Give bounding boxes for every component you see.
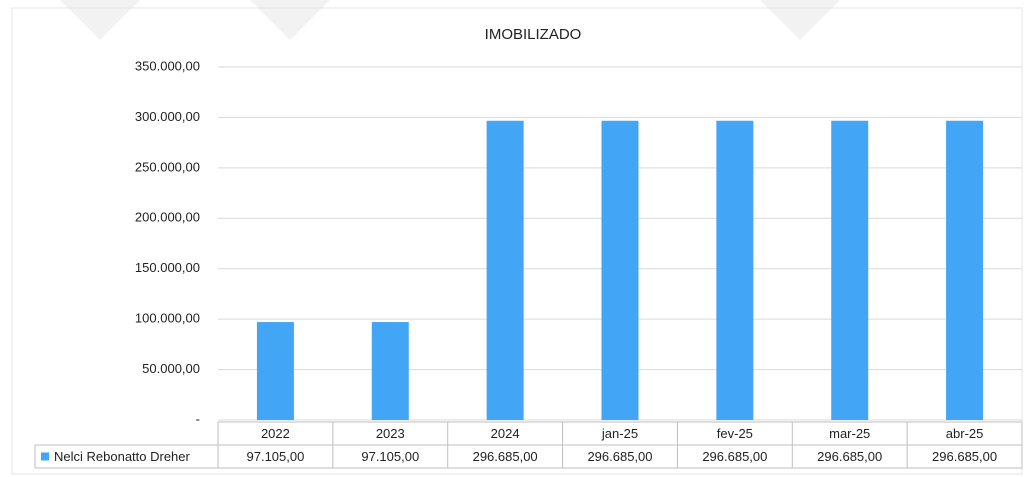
y-tick-label: 100.000,00 xyxy=(135,311,200,326)
y-tick-label: 200.000,00 xyxy=(135,210,200,225)
bar xyxy=(946,120,984,421)
bar xyxy=(831,120,869,421)
x-tick-label: jan-25 xyxy=(601,426,638,441)
y-tick-label: - xyxy=(196,411,200,426)
x-tick-label: 2022 xyxy=(261,426,290,441)
y-tick-label: 300.000,00 xyxy=(135,109,200,124)
x-tick-label: 2024 xyxy=(491,426,520,441)
data-table-value: 97.105,00 xyxy=(361,449,419,464)
data-table-value: 296.685,00 xyxy=(932,449,997,464)
bar xyxy=(601,120,639,421)
bar xyxy=(716,120,754,421)
bar xyxy=(256,322,294,420)
bar xyxy=(486,120,524,421)
decor xyxy=(760,0,840,40)
y-tick-label: 50.000,00 xyxy=(142,361,200,376)
data-table-value: 296.685,00 xyxy=(587,449,652,464)
data-table-value: 296.685,00 xyxy=(702,449,767,464)
data-table-value: 296.685,00 xyxy=(817,449,882,464)
decor xyxy=(250,0,330,40)
chart-frame xyxy=(11,7,1023,475)
y-tick-label: 350.000,00 xyxy=(135,58,200,73)
legend-marker xyxy=(41,452,49,461)
chart-title: IMOBILIZADO xyxy=(485,26,582,43)
data-table-value: 97.105,00 xyxy=(247,449,305,464)
x-tick-label: abr-25 xyxy=(946,426,984,441)
y-tick-label: 250.000,00 xyxy=(135,159,200,174)
decor xyxy=(60,0,140,40)
data-table-value: 296.685,00 xyxy=(473,449,538,464)
x-tick-label: 2023 xyxy=(376,426,405,441)
y-tick-label: 150.000,00 xyxy=(135,260,200,275)
legend-label: Nelci Rebonatto Dreher xyxy=(54,449,191,464)
x-tick-label: fev-25 xyxy=(717,426,753,441)
x-tick-label: mar-25 xyxy=(829,426,870,441)
bar xyxy=(371,322,409,420)
